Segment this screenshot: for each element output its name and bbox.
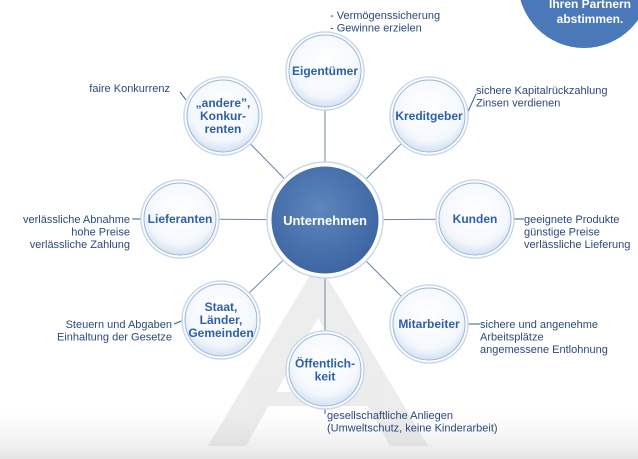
node-oeffentlichkeit: Öffentlich-keit	[285, 330, 365, 410]
node-kunden: Kunden	[435, 179, 515, 259]
detail-kreditgeber-1: Zinsen verdienen	[476, 98, 560, 110]
node-label-oeffentlichkeit-1: keit	[315, 370, 336, 384]
center-label: Unternehmen	[283, 213, 367, 228]
node-label-staat-2: Gemeinden	[188, 326, 253, 340]
detail-kunden-2: verlässliche Lieferung	[524, 239, 630, 251]
spoke-mitarbeiter	[365, 260, 402, 297]
corner-callout: Ihren Partnern abstimmen.	[520, 0, 638, 48]
node-label-konkurrenten-1: Konkur-	[200, 109, 246, 123]
node-mitarbeiter: Mitarbeiter	[389, 284, 469, 364]
node-kreditgeber: Kreditgeber	[389, 76, 469, 156]
node-label-staat-0: Staat,	[205, 300, 238, 314]
node-label-staat-1: Länder,	[200, 313, 243, 327]
leader-konkurrenten	[179, 91, 187, 101]
spoke-kreditgeber	[365, 143, 402, 180]
stakeholder-nodes: Eigentümer Kreditgeber Kunden Mitarbeiter Öf…	[140, 31, 515, 410]
detail-staat-1: Einhaltung der Gesetze	[57, 332, 172, 344]
node-konkurrenten: „andere”,Konkur-renten	[183, 76, 263, 156]
detail-oeffentlichkeit-1: (Umweltschutz, keine Kinderarbeit)	[327, 423, 498, 435]
detail-kunden-0: geeignete Produkte	[524, 214, 619, 226]
spoke-lines	[218, 110, 437, 331]
detail-staat-0: Steuern und Abgaben	[66, 319, 172, 331]
node-label-konkurrenten-0: „andere”,	[196, 96, 251, 110]
spoke-konkurrenten	[249, 143, 285, 179]
detail-eigentuemer-0: - Vermögenssicherung	[330, 10, 440, 22]
floor-shadow	[0, 400, 638, 459]
node-eigentuemer: Eigentümer	[285, 31, 365, 111]
node-label-kreditgeber-0: Kreditgeber	[395, 109, 463, 123]
node-label-konkurrenten-2: renten	[205, 122, 242, 136]
node-label-lieferanten-0: Lieferanten	[148, 212, 213, 226]
center-node: Unternehmen	[266, 161, 384, 279]
node-lieferanten: Lieferanten	[140, 179, 220, 259]
detail-mitarbeiter-1: Arbeitsplätze	[480, 332, 544, 344]
node-staat: Staat,Länder,Gemeinden	[181, 280, 261, 360]
detail-mitarbeiter-2: angemessene Entlohnung	[480, 344, 608, 356]
detail-mitarbeiter-0: sichere und angenehme	[480, 319, 598, 331]
detail-kreditgeber-0: sichere Kapitalrückzahlung	[476, 85, 607, 97]
stakeholder-details: - Vermögenssicherung- Gewinne erzielen si…	[23, 10, 630, 435]
detail-lieferanten-2: verlässliche Zahlung	[30, 239, 130, 251]
detail-eigentuemer-1: - Gewinne erzielen	[330, 23, 422, 35]
corner-callout-line-1: Ihren Partnern	[549, 0, 631, 11]
node-label-mitarbeiter-0: Mitarbeiter	[398, 317, 460, 331]
node-label-oeffentlichkeit-0: Öffentlich-	[295, 356, 355, 371]
corner-callout-line-2: abstimmen.	[557, 12, 624, 26]
spoke-staat	[248, 259, 284, 294]
detail-lieferanten-0: verlässliche Abnahme	[23, 214, 130, 226]
detail-lieferanten-1: hohe Preise	[71, 227, 130, 239]
detail-kunden-1: günstige Preise	[524, 227, 600, 239]
node-label-eigentuemer-0: Eigentümer	[292, 64, 358, 78]
detail-konkurrenten-0: faire Konkurrenz	[89, 83, 170, 95]
node-label-kunden-0: Kunden	[453, 212, 498, 226]
detail-oeffentlichkeit-0: gesellschaftliche Anliegen	[327, 410, 453, 422]
